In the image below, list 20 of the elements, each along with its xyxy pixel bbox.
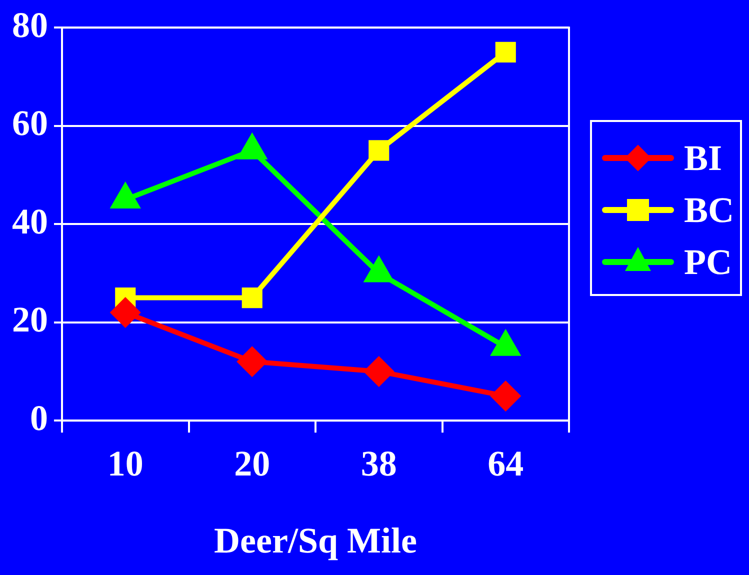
point — [491, 382, 520, 411]
y-tick-label: 40 — [12, 201, 48, 242]
legend-label: BC — [684, 189, 734, 231]
y-tick-label: 0 — [30, 398, 48, 438]
x-tick-label: 38 — [360, 443, 397, 484]
x-tick-label: 64 — [488, 443, 524, 484]
point — [364, 356, 394, 386]
x-axis-title: Deer/Sq Mile — [214, 520, 417, 561]
point — [242, 288, 262, 308]
x-tick-label: 10 — [107, 443, 144, 484]
point — [238, 347, 267, 376]
y-tick-label: 20 — [12, 300, 48, 340]
point — [110, 298, 140, 328]
legend-label: PC — [684, 241, 732, 283]
legend-label: BI — [684, 137, 722, 179]
y-tick-label: 60 — [12, 103, 48, 144]
x-tick-label: 20 — [234, 443, 270, 484]
point — [368, 140, 390, 161]
y-tick-label: 80 — [12, 4, 48, 45]
point — [495, 42, 516, 62]
